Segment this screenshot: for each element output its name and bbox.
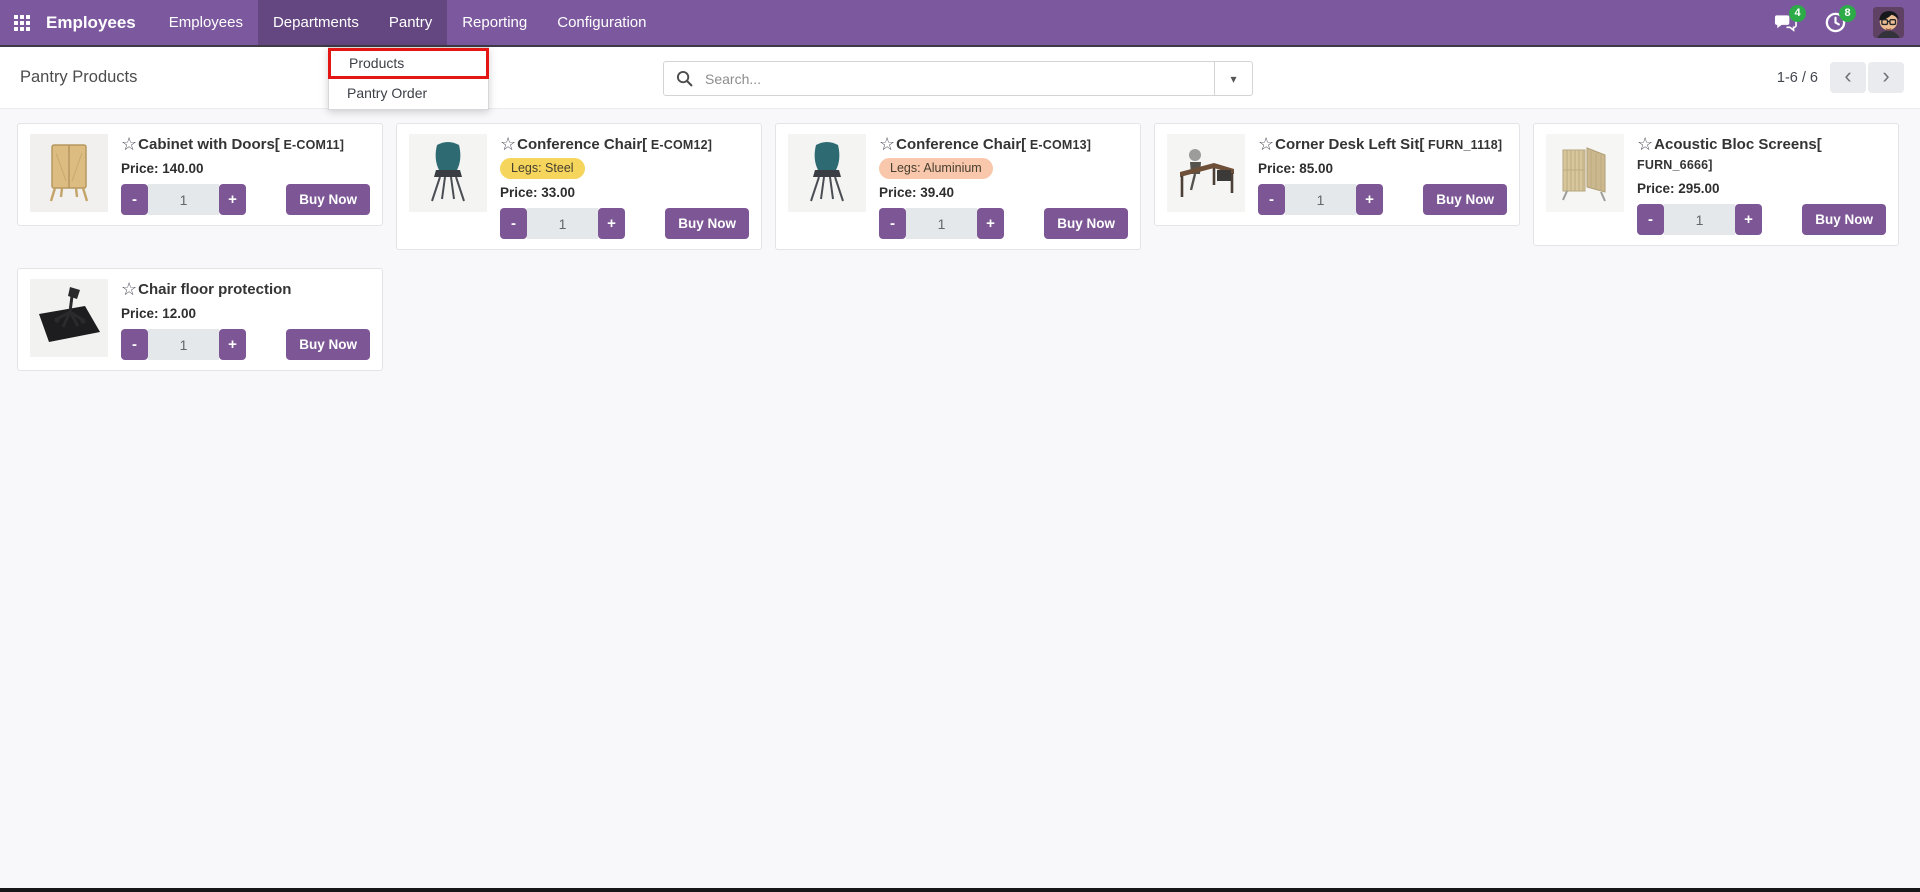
quantity-input[interactable]: 1: [1285, 184, 1356, 215]
product-price: Price: 85.00: [1258, 161, 1334, 176]
nav-menu: Employees Departments Pantry Reporting Confi…: [154, 0, 662, 45]
messages-button[interactable]: 4: [1773, 4, 1806, 35]
clock-icon: [1825, 12, 1845, 33]
product-price: Price: 33.00: [500, 185, 576, 200]
product-card: ☆Cabinet with Doors[ E-COM11] Price: 140…: [17, 123, 383, 226]
window-bottom-edge: [0, 888, 1920, 892]
variant-badge: Legs: Aluminium: [879, 158, 993, 179]
buy-now-button[interactable]: Buy Now: [286, 184, 370, 215]
messages-count-badge: 4: [1789, 4, 1806, 22]
favorite-star-icon[interactable]: ☆: [879, 134, 896, 154]
nav-menu-item[interactable]: Configuration: [557, 14, 647, 31]
search-icon: [676, 70, 693, 87]
product-price: Price: 39.40: [879, 185, 955, 200]
pager-count: 1-6 / 6: [1776, 69, 1818, 86]
dropdown-menu-item[interactable]: Products: [328, 48, 489, 79]
quantity-decrease-button[interactable]: -: [500, 208, 527, 239]
product-title: ☆Conference Chair[ E-COM12]: [500, 134, 713, 154]
quantity-input[interactable]: 1: [527, 208, 598, 239]
dropdown-menu-item[interactable]: Pantry Order: [347, 85, 428, 101]
chevron-right-icon: ›: [1882, 63, 1890, 88]
chevron-left-icon: ‹: [1844, 63, 1852, 88]
nav-menu-item[interactable]: Employees: [168, 14, 243, 31]
pager-previous-button[interactable]: ‹: [1830, 62, 1866, 93]
product-title: ☆Corner Desk Left Sit[ FURN_1118]: [1258, 134, 1503, 154]
nav-menu-item[interactable]: Pantry: [373, 0, 448, 45]
top-navbar: Employees Employees Departments Pantry Repo…: [0, 0, 1920, 47]
apps-grid-icon: [14, 14, 30, 31]
chevron-down-icon: ▾: [1230, 71, 1237, 86]
favorite-star-icon[interactable]: ☆: [121, 134, 138, 154]
search-input[interactable]: [703, 69, 1214, 88]
product-image[interactable]: [409, 134, 487, 212]
product-card: ☆Acoustic Bloc Screens[ FURN_6666] Price…: [1533, 123, 1899, 246]
product-image[interactable]: [788, 134, 866, 212]
favorite-star-icon[interactable]: ☆: [1637, 134, 1654, 154]
search-bar: ▾: [663, 61, 1253, 96]
apps-menu-button[interactable]: [0, 0, 40, 45]
variant-badge: Legs: Steel: [500, 158, 585, 179]
pantry-dropdown-menu: Products Pantry Order: [328, 47, 489, 110]
quantity-decrease-button[interactable]: -: [121, 184, 148, 215]
buy-now-button[interactable]: Buy Now: [665, 208, 749, 239]
product-grid: ☆Cabinet with Doors[ E-COM11] Price: 140…: [0, 109, 1920, 385]
product-title: ☆Acoustic Bloc Screens[ FURN_6666]: [1637, 134, 1822, 172]
quantity-increase-button[interactable]: +: [1735, 204, 1762, 235]
quantity-decrease-button[interactable]: -: [1637, 204, 1664, 235]
quantity-input[interactable]: 1: [148, 184, 219, 215]
product-price: Price: 295.00: [1637, 181, 1720, 196]
search-filters-toggle[interactable]: ▾: [1214, 62, 1252, 95]
quantity-increase-button[interactable]: +: [219, 184, 246, 215]
product-title: ☆Conference Chair[ E-COM13]: [879, 134, 1092, 154]
current-app-name[interactable]: Employees: [46, 12, 136, 32]
nav-menu-item[interactable]: Departments: [257, 0, 374, 45]
nav-menu-item[interactable]: Reporting: [462, 14, 528, 31]
product-price: Price: 140.00: [121, 161, 204, 176]
quantity-input[interactable]: 1: [906, 208, 977, 239]
product-image[interactable]: [1167, 134, 1245, 212]
control-panel: Pantry Products ▾ 1-6 / 6 ‹ ›: [0, 47, 1920, 109]
activities-count-badge: 8: [1839, 4, 1856, 22]
activities-button[interactable]: 8: [1823, 4, 1856, 35]
quantity-input[interactable]: 1: [148, 329, 219, 360]
product-image[interactable]: [1546, 134, 1624, 212]
breadcrumb: Pantry Products: [20, 68, 138, 86]
buy-now-button[interactable]: Buy Now: [1044, 208, 1128, 239]
product-image[interactable]: [30, 134, 108, 212]
quantity-increase-button[interactable]: +: [598, 208, 625, 239]
product-card: ☆Conference Chair[ E-COM12] Legs: Steel …: [396, 123, 762, 250]
pager-next-button[interactable]: ›: [1868, 62, 1904, 93]
product-card: ☆Corner Desk Left Sit[ FURN_1118] Price:…: [1154, 123, 1520, 226]
product-card: ☆Chair floor protection Price: 12.00 - 1…: [17, 268, 383, 371]
buy-now-button[interactable]: Buy Now: [1802, 204, 1886, 235]
quantity-increase-button[interactable]: +: [219, 329, 246, 360]
user-avatar[interactable]: [1873, 7, 1904, 38]
product-title: ☆Cabinet with Doors[ E-COM11]: [121, 134, 345, 154]
quantity-decrease-button[interactable]: -: [121, 329, 148, 360]
quantity-increase-button[interactable]: +: [977, 208, 1004, 239]
quantity-increase-button[interactable]: +: [1356, 184, 1383, 215]
favorite-star-icon[interactable]: ☆: [121, 279, 138, 299]
product-title: ☆Chair floor protection: [121, 279, 292, 299]
buy-now-button[interactable]: Buy Now: [286, 329, 370, 360]
quantity-decrease-button[interactable]: -: [1258, 184, 1285, 215]
navbar-systray: 4 8: [1773, 0, 1920, 45]
pager: 1-6 / 6 ‹ ›: [1777, 62, 1920, 93]
favorite-star-icon[interactable]: ☆: [500, 134, 517, 154]
buy-now-button[interactable]: Buy Now: [1423, 184, 1507, 215]
product-card: ☆Conference Chair[ E-COM13] Legs: Alumin…: [775, 123, 1141, 250]
product-image[interactable]: [30, 279, 108, 357]
product-price: Price: 12.00: [121, 306, 197, 321]
quantity-input[interactable]: 1: [1664, 204, 1735, 235]
quantity-decrease-button[interactable]: -: [879, 208, 906, 239]
favorite-star-icon[interactable]: ☆: [1258, 134, 1275, 154]
